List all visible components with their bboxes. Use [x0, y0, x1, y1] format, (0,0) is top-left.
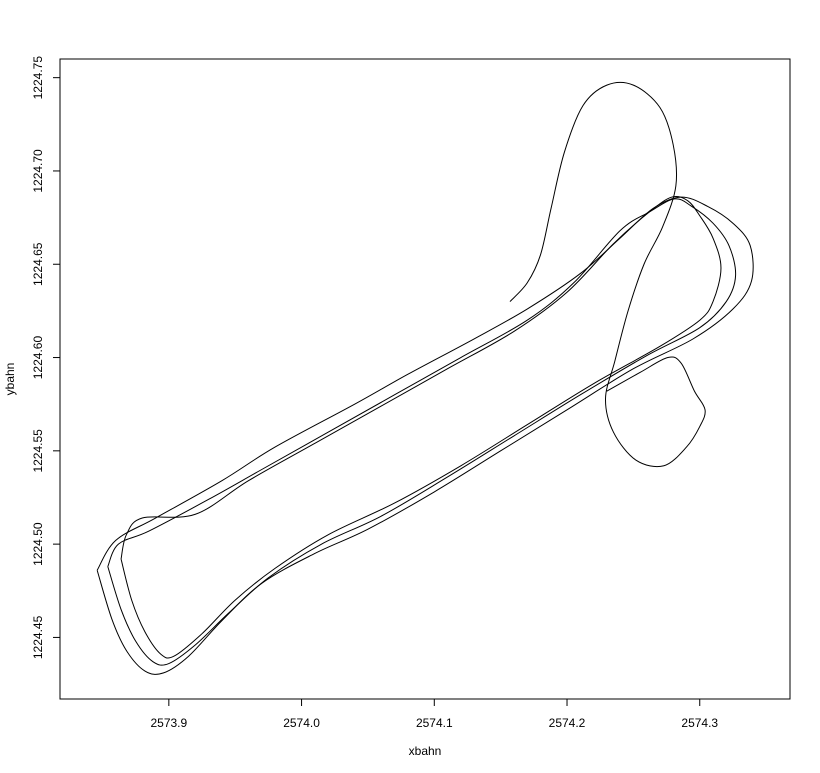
y-axis-title: ybahn — [3, 363, 17, 396]
plot-frame — [59, 58, 791, 700]
x-tick-label: 2574.0 — [283, 716, 320, 730]
y-tick-label: 1224.45 — [31, 615, 45, 659]
y-tick-label: 1224.55 — [31, 429, 45, 473]
series-line-1 — [96, 196, 754, 675]
y-axis: 1224.45 1224.50 1224.55 1224.60 1224.65 1224.… — [31, 56, 61, 659]
y-tick-label: 1224.75 — [31, 56, 45, 100]
series-line-3 — [120, 195, 722, 659]
x-axis: 2573.9 2574.0 2574.1 2574.2 2574.3 — [150, 698, 718, 730]
x-axis-title: xbahn — [409, 744, 442, 758]
y-tick-label: 1224.65 — [31, 242, 45, 286]
series-line-4 — [509, 81, 706, 468]
series-line-2 — [107, 198, 737, 666]
y-tick-label: 1224.60 — [31, 336, 45, 380]
series-layer — [96, 81, 754, 675]
y-tick-label: 1224.70 — [31, 149, 45, 193]
x-tick-label: 2573.9 — [150, 716, 187, 730]
plot-border — [59, 58, 791, 700]
y-tick-label: 1224.50 — [31, 522, 45, 566]
x-tick-label: 2574.2 — [549, 716, 586, 730]
x-tick-label: 2574.3 — [681, 716, 718, 730]
x-tick-label: 2574.1 — [416, 716, 453, 730]
